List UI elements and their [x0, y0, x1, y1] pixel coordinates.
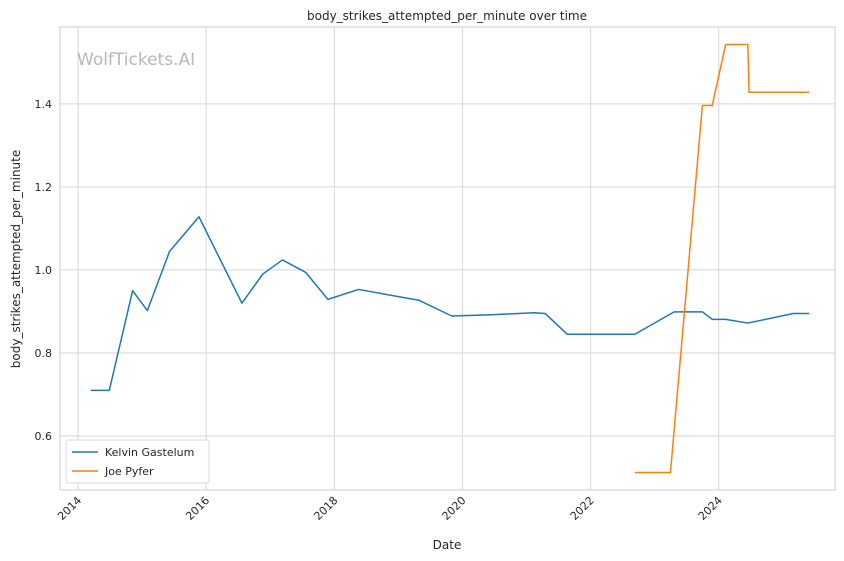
y-tick-label: 1.0 [35, 264, 53, 277]
y-tick-label: 1.2 [35, 181, 53, 194]
series-line-2 [634, 43, 810, 474]
legend-box [65, 439, 210, 484]
watermark: WolfTickets.AI [77, 50, 195, 70]
plot-frame [59, 26, 836, 491]
legend-label: Joe Pyfer [104, 465, 154, 478]
y-tick-label: 0.8 [35, 347, 53, 360]
x-axis-label: Date [433, 538, 462, 552]
y-tick-label: 1.4 [35, 98, 53, 111]
series-layer [90, 43, 810, 474]
y-tick-label: 0.6 [35, 430, 53, 443]
grid-lines [60, 27, 835, 490]
legend-label: Kelvin Gastelum [105, 446, 194, 459]
series-line-1 [90, 216, 810, 392]
chart-title: body_strikes_attempted_per_minute over t… [307, 9, 587, 23]
y-axis-label: body_strikes_attempted_per_minute [9, 150, 23, 368]
legend: Kelvin Gastelum Joe Pyfer [65, 439, 210, 484]
